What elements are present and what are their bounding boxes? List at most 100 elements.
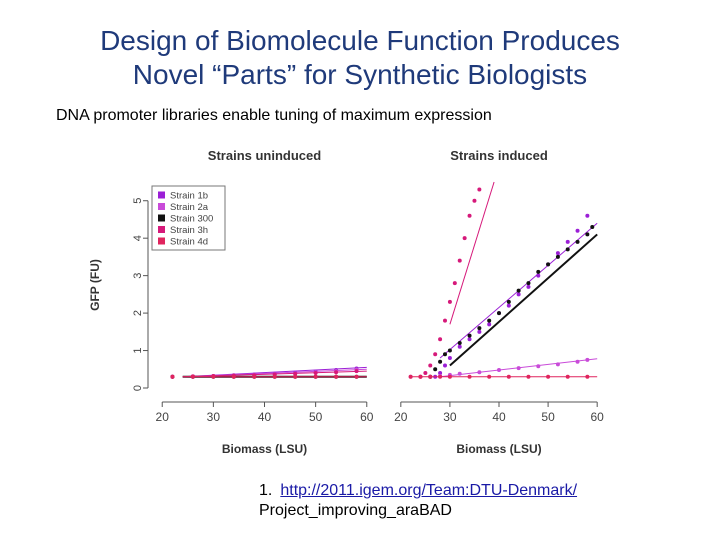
x-tick-label: 30 xyxy=(443,410,457,424)
data-point xyxy=(408,374,413,379)
y-axis: 0 1 2 3 4 5 xyxy=(132,198,149,391)
data-point xyxy=(546,262,551,267)
data-point xyxy=(438,337,443,342)
chart-title: Strains uninduced xyxy=(208,148,321,163)
data-point xyxy=(565,247,570,252)
data-point xyxy=(272,374,277,379)
chart-title: Strains induced xyxy=(450,148,548,163)
data-point xyxy=(555,254,560,259)
data-point xyxy=(477,326,482,331)
data-point xyxy=(575,359,580,364)
x-tick-label: 50 xyxy=(309,410,323,424)
data-point xyxy=(555,251,560,256)
data-point xyxy=(565,239,570,244)
data-point xyxy=(423,371,428,376)
legend-entry: Strain 3h xyxy=(158,225,208,236)
legend-entry: Strain 1b xyxy=(158,191,208,202)
data-point xyxy=(313,374,318,379)
data-point xyxy=(467,337,472,342)
data-point xyxy=(546,374,551,379)
data-point xyxy=(334,374,339,379)
y-tick-label: 4 xyxy=(132,235,144,241)
data-point xyxy=(293,374,298,379)
data-point xyxy=(211,374,216,379)
data-point xyxy=(526,281,531,286)
data-point xyxy=(447,348,452,353)
legend-label: Strain 2a xyxy=(170,202,209,213)
x-tick-label: 20 xyxy=(156,410,170,424)
data-point xyxy=(452,281,457,286)
legend-label: Strain 4d xyxy=(170,237,208,248)
series-strain-1b xyxy=(433,213,598,379)
x-tick-label: 20 xyxy=(394,410,408,424)
data-point xyxy=(536,273,541,278)
legend-swatch xyxy=(158,214,165,222)
x-tick-label: 40 xyxy=(258,410,272,424)
data-point xyxy=(447,299,452,304)
x-tick-label: 60 xyxy=(360,410,374,424)
data-point xyxy=(170,374,175,379)
legend-swatch xyxy=(158,191,165,199)
x-tick-label: 30 xyxy=(207,410,221,424)
data-point xyxy=(467,374,472,379)
data-point xyxy=(443,363,447,368)
data-point xyxy=(585,213,590,218)
data-point xyxy=(477,370,482,375)
data-point xyxy=(477,187,482,192)
data-point xyxy=(526,374,531,379)
data-point xyxy=(438,359,443,364)
x-axis: 20 30 40 50 60 xyxy=(156,401,374,424)
y-tick-label: 2 xyxy=(132,310,144,316)
slide-title: Design of Biomolecule Function Produces … xyxy=(0,24,720,92)
fit-line xyxy=(449,233,598,367)
data-point xyxy=(575,239,580,244)
data-point xyxy=(231,374,236,379)
y-tick-label: 0 xyxy=(132,385,144,391)
legend-entry: Strain 2a xyxy=(158,202,209,213)
legend-swatch xyxy=(158,226,165,233)
data-point xyxy=(433,367,438,372)
data-point xyxy=(536,364,541,369)
x-axis-label: Biomass (LSU) xyxy=(222,442,307,456)
data-point xyxy=(334,370,339,375)
reference-path: Project_improving_araBAD xyxy=(259,502,452,519)
series-strain-4d xyxy=(408,374,598,379)
data-point xyxy=(428,374,433,379)
chart-panel-2: Strains induced 20 30 40 50 60 Biomass (LSU) xyxy=(394,148,604,456)
data-point xyxy=(487,322,492,327)
data-point xyxy=(433,352,438,357)
series-strain-300 xyxy=(428,224,598,379)
x-tick-label: 50 xyxy=(541,410,555,424)
x-tick-label: 40 xyxy=(492,410,506,424)
legend-swatch xyxy=(158,237,165,245)
data-point xyxy=(506,374,511,379)
x-axis: 20 30 40 50 60 xyxy=(394,401,605,424)
data-point xyxy=(497,368,501,373)
data-point xyxy=(428,363,433,368)
data-point xyxy=(354,374,359,379)
data-point xyxy=(293,371,298,376)
data-point xyxy=(575,228,580,233)
reference-number: 1. xyxy=(259,482,273,499)
data-point xyxy=(457,258,462,263)
legend-label: Strain 3h xyxy=(170,225,208,236)
data-point xyxy=(516,288,521,293)
y-tick-label: 1 xyxy=(132,347,144,353)
slide-title-line2: Novel “Parts” for Synthetic Biologists xyxy=(132,59,588,90)
fit-line xyxy=(449,181,495,325)
x-tick-label: 60 xyxy=(591,410,605,424)
legend-label: Strain 1b xyxy=(170,191,208,202)
y-tick-label: 5 xyxy=(132,198,144,204)
data-point xyxy=(252,374,257,379)
data-point xyxy=(457,371,462,376)
data-point xyxy=(457,344,462,349)
data-point xyxy=(472,198,477,203)
data-point xyxy=(516,292,521,297)
data-point xyxy=(585,232,590,237)
slide-title-line1: Design of Biomolecule Function Produces xyxy=(100,25,620,56)
data-point xyxy=(438,371,443,376)
reference-link[interactable]: http://2011.igem.org/Team:DTU-Denmark/ xyxy=(280,482,578,499)
data-point xyxy=(354,369,359,374)
